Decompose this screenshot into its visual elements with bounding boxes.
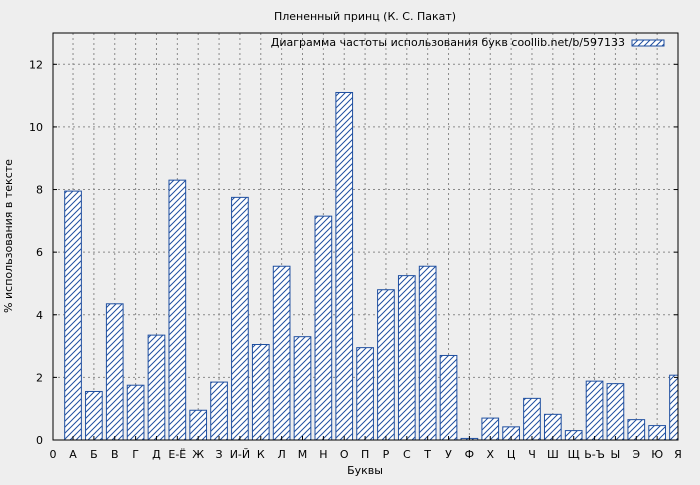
x-tick-label: Э [632,448,640,461]
bar-Т [418,265,437,441]
bar-Ч [523,397,541,441]
x-axis-label: Буквы [347,464,383,477]
x-tick-label: Ю [651,448,663,461]
y-tick-label: 0 [36,434,43,447]
y-tick-label: 2 [36,371,43,384]
x-tick-label: Б [90,448,98,461]
x-tick-label: М [298,448,308,461]
bar-О [335,91,354,441]
bar-А [64,190,82,441]
x-tick-label-origin: 0 [50,448,57,461]
x-tick-label: Щ [568,448,580,461]
x-tick-label: Я [674,448,682,461]
x-tick-label: К [257,448,265,461]
x-tick-label: П [361,448,369,461]
y-tick-label: 12 [29,58,43,71]
legend: Диаграмма частоты использования букв coo… [271,36,665,49]
x-tick-label: И-Й [230,448,250,461]
x-tick-label: В [111,448,119,461]
legend-label: Диаграмма частоты использования букв coo… [271,36,625,49]
x-tick-label: Ж [192,448,204,461]
bar-К [251,344,270,441]
bar-П [356,347,374,441]
bar-У [439,354,458,441]
bar-В [105,303,124,441]
bar-Г [126,384,145,441]
bar-Ж [189,409,208,441]
bar-М [293,336,312,441]
bar-Е-Ё [168,179,187,441]
y-tick-label: 6 [36,246,43,259]
x-tick-label: Т [423,448,431,461]
x-tick-label: Л [277,448,285,461]
x-tick-label: Ь-Ъ [584,448,605,461]
x-tick-label: З [216,448,223,461]
x-tick-label: Ы [611,448,621,461]
x-tick-label: Ч [528,448,536,461]
bar-Р [377,289,395,441]
x-tick-label: О [340,448,349,461]
x-tick-label: Е-Ё [168,448,186,461]
x-tick-label: Ц [507,448,516,461]
x-tick-label: Г [132,448,139,461]
y-tick-label: 8 [36,184,43,197]
bar-Б [85,390,103,441]
x-tick-label: Р [383,448,390,461]
bar-Я [669,374,679,441]
bar-С [397,275,416,441]
x-tick-label: Д [152,448,161,461]
y-tick-label: 4 [36,309,43,322]
bar-З [210,381,228,441]
x-tick-label: А [69,448,77,461]
y-axis-label: % использования в тексте [2,159,15,313]
axes [52,32,679,441]
x-tick-label: Ш [547,448,559,461]
x-tick-label: С [403,448,411,461]
plot-frame [52,32,679,441]
x-tick-label: Ф [465,448,474,461]
grid [53,33,679,440]
chart-title: Плененный принц (К. С. Пакат) [274,10,456,23]
y-tick-label: 10 [29,121,43,134]
bar-Н [314,215,333,441]
bar-Д [147,334,166,441]
bar-Ь-Ъ [585,380,604,441]
bar-Л [272,265,291,441]
legend-swatch [631,39,665,47]
bar-Ы [606,383,625,441]
x-tick-label: У [445,448,452,461]
x-tick-label: Х [486,448,494,461]
bar-И-Й [231,196,249,441]
x-tick-label: Н [319,448,327,461]
